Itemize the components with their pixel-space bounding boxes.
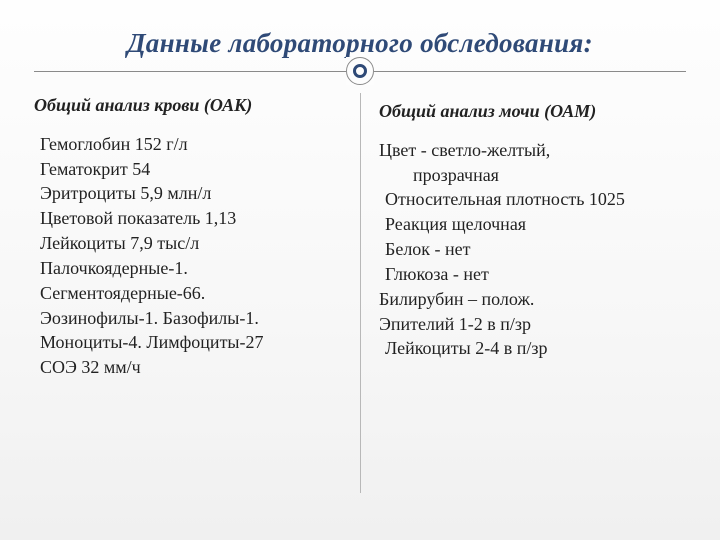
slide: Данные лабораторного обследования: Общий…: [0, 0, 720, 540]
list-item: Относительная плотность 1025: [379, 187, 686, 212]
list-item: Сегментоядерные-66.: [34, 281, 342, 306]
list-item: Цветовой показатель 1,13: [34, 206, 342, 231]
list-item: Эозинофилы-1. Базофилы-1.: [34, 306, 342, 331]
list-item: Лейкоциты 7,9 тыс/л: [34, 231, 342, 256]
columns: Общий анализ крови (ОАК) Гемоглобин 152 …: [34, 93, 686, 493]
list-item: Лейкоциты 2-4 в п/зр: [379, 336, 686, 361]
accent-circle-icon: [346, 57, 374, 85]
list-item: Гематокрит 54: [34, 157, 342, 182]
list-item: Реакция щелочная: [379, 212, 686, 237]
list-item: Гемоглобин 152 г/л: [34, 132, 342, 157]
left-body: Гемоглобин 152 г/л Гематокрит 54 Эритроц…: [34, 132, 342, 380]
column-left: Общий анализ крови (ОАК) Гемоглобин 152 …: [34, 93, 360, 493]
list-item: Эритроциты 5,9 млн/л: [34, 181, 342, 206]
page-title: Данные лабораторного обследования:: [34, 28, 686, 59]
list-item: Белок - нет: [379, 237, 686, 262]
list-item: Глюкоза - нет: [379, 262, 686, 287]
left-heading: Общий анализ крови (ОАК): [34, 93, 342, 118]
column-right: Общий анализ мочи (ОАМ) Цвет - светло-же…: [360, 93, 686, 493]
list-item: СОЭ 32 мм/ч: [34, 355, 342, 380]
list-item: Билирубин – полож.: [379, 287, 686, 312]
list-item: Палочкоядерные-1.: [34, 256, 342, 281]
list-item: Цвет - светло-желтый,: [379, 138, 686, 163]
right-heading: Общий анализ мочи (ОАМ): [379, 99, 686, 124]
right-body: Цвет - светло-желтый,прозрачная Относите…: [379, 138, 686, 361]
list-item: прозрачная: [379, 163, 686, 188]
list-item: Моноциты-4. Лимфоциты-27: [34, 330, 342, 355]
list-item: Эпителий 1-2 в п/зр: [379, 312, 686, 337]
